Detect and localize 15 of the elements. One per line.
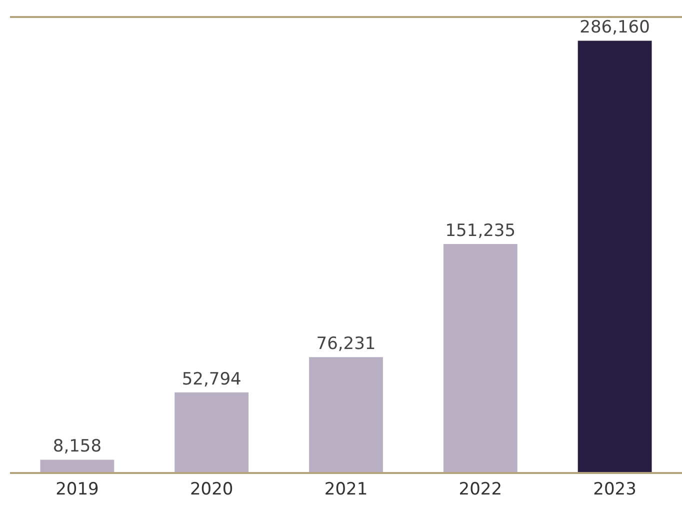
data-label: 76,231 <box>316 334 376 354</box>
x-tick-label: 2019 <box>56 479 99 500</box>
data-label: 8,158 <box>52 436 102 457</box>
bar <box>40 460 114 472</box>
bar <box>174 392 249 472</box>
data-label: 52,794 <box>182 369 242 390</box>
x-tick-label: 2020 <box>190 479 234 500</box>
bar <box>578 40 652 472</box>
data-label: 286,160 <box>580 18 650 38</box>
x-tick-label: 2022 <box>458 479 502 500</box>
bar <box>309 357 383 472</box>
data-label: 151,235 <box>445 221 516 242</box>
bar <box>443 244 518 472</box>
x-tick-label: 2023 <box>593 479 636 500</box>
x-tick-label: 2021 <box>324 479 368 500</box>
